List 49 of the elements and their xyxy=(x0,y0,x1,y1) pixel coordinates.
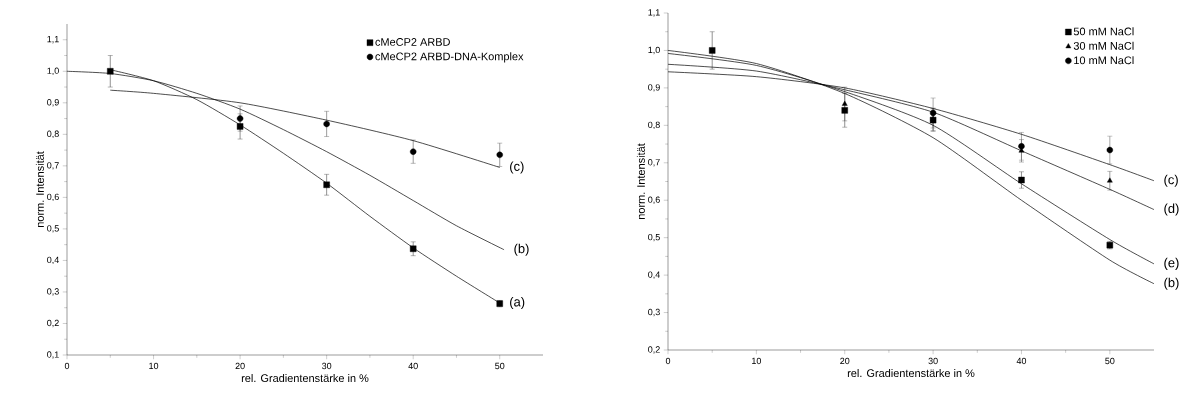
y-tick-label: 0,1 xyxy=(47,351,59,359)
legend-label: 30 mM NaCl xyxy=(1073,41,1134,50)
legend-label: cMeCP2 ARBD-DNA-Komplex xyxy=(375,52,524,63)
y-tick-label: 0,2 xyxy=(648,346,660,354)
x-tick-label: 0 xyxy=(665,357,671,365)
y-tick-label: 0,3 xyxy=(47,288,59,296)
x-tick-label: 40 xyxy=(1016,357,1027,365)
legend-label: 50 mM NaCl xyxy=(1073,27,1134,36)
y-tick-label: 0,9 xyxy=(47,99,59,107)
y-tick-label: 0,9 xyxy=(648,84,660,92)
x-axis-title: rel. Gradientenstärke in % xyxy=(847,368,975,378)
y-tick-label: 0,5 xyxy=(648,233,660,242)
x-tick-label: 20 xyxy=(235,362,245,370)
x-axis-title: rel. Gradientenstärke in % xyxy=(241,373,369,383)
legend-label: cMeCP2 ARBD xyxy=(375,38,450,46)
y-axis-title: norm. Intensität xyxy=(35,151,44,228)
y-tick-label: 1,0 xyxy=(47,67,59,75)
y-tick-label: 0,6 xyxy=(648,196,660,204)
x-tick-label: 10 xyxy=(149,362,159,370)
y-tick-label: 0,7 xyxy=(648,159,660,167)
legend-label: 10 mM NaCl xyxy=(1074,56,1134,65)
y-tick-label: 0,5 xyxy=(47,225,59,233)
x-tick-label: 50 xyxy=(1105,357,1115,365)
y-tick-label: 1,0 xyxy=(648,46,660,55)
x-tick-label: 30 xyxy=(928,357,938,365)
y-tick-label: 0,3 xyxy=(648,308,660,317)
y-tick-label: 0,8 xyxy=(47,130,59,139)
y-tick-label: 0,4 xyxy=(648,271,660,279)
text: (e) xyxy=(1164,257,1179,270)
x-tick-label: 10 xyxy=(752,357,762,365)
x-tick-label: 40 xyxy=(408,362,418,370)
y-tick-label: 1,1 xyxy=(47,36,59,44)
y-tick-label: 0,4 xyxy=(47,256,59,265)
y-tick-label: 0,6 xyxy=(47,193,59,202)
y-tick-label: 0,7 xyxy=(47,162,59,170)
x-tick-label: 50 xyxy=(495,362,505,370)
text: (c) xyxy=(1164,174,1178,187)
annotation: (c) xyxy=(510,161,524,174)
x-tick-label: 30 xyxy=(322,362,332,370)
annotation: (a) xyxy=(510,296,525,310)
y-tick-label: 1,1 xyxy=(648,9,660,17)
x-tick-label: 20 xyxy=(840,357,850,365)
x-tick-label: 0 xyxy=(64,362,70,370)
text: (b) xyxy=(1164,277,1179,290)
y-tick-label: 0,2 xyxy=(47,319,59,328)
annotation: (b) xyxy=(514,243,529,256)
y-tick-label: 0,8 xyxy=(648,121,660,130)
text: (d) xyxy=(1164,203,1179,216)
y-axis-title: norm. Intensität xyxy=(636,143,645,220)
